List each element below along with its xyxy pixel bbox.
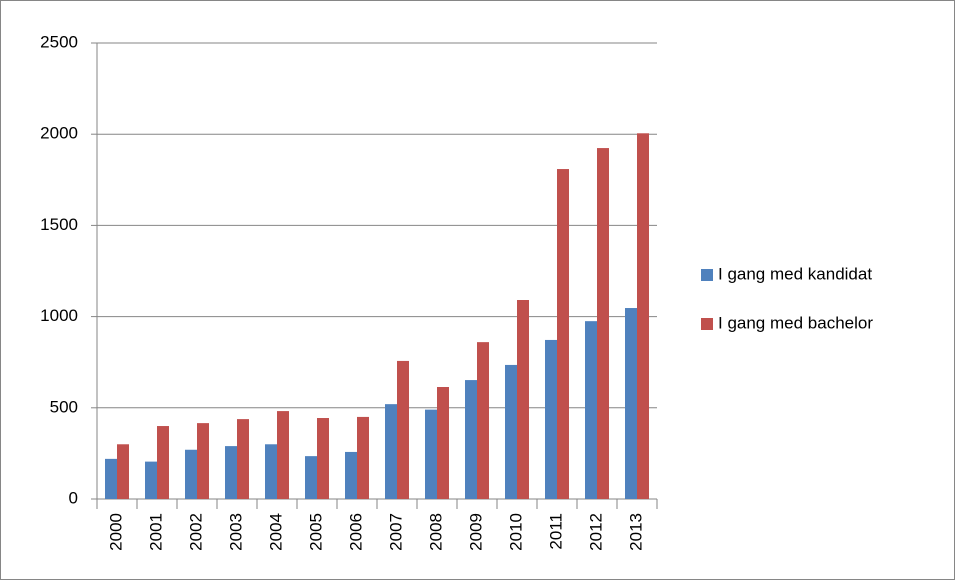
bar (105, 458, 117, 499)
bar (357, 416, 369, 499)
bar (437, 387, 449, 499)
bar (545, 339, 557, 499)
y-tick-label: 2500 (40, 32, 78, 51)
bar (385, 404, 397, 499)
x-tick-label: 2000 (106, 513, 125, 551)
x-tick-label: 2011 (546, 513, 565, 550)
x-tick-label: 2008 (426, 513, 445, 551)
bar (597, 148, 609, 500)
bar (477, 342, 489, 499)
x-tick-label: 2006 (346, 513, 365, 551)
bar (225, 446, 237, 499)
bar (517, 300, 529, 499)
bar (425, 409, 437, 499)
bar (185, 449, 197, 499)
x-tick-label: 2004 (266, 513, 285, 551)
bar (277, 411, 289, 499)
legend-label: I gang med kandidat (718, 264, 872, 283)
x-tick-label: 2009 (466, 513, 485, 551)
x-tick-label: 2001 (146, 513, 165, 551)
legend-label: I gang med bachelor (718, 313, 873, 332)
bar (197, 423, 209, 499)
bar (637, 133, 649, 499)
bar (305, 456, 317, 499)
bar (317, 418, 329, 499)
bar (345, 451, 357, 499)
x-tick-label: 2003 (226, 513, 245, 551)
y-tick-label: 0 (69, 488, 78, 507)
x-tick-label: 2002 (186, 513, 205, 551)
y-tick-label: 500 (50, 397, 78, 416)
bar (465, 380, 477, 499)
bar (145, 461, 157, 499)
bar (557, 169, 569, 500)
bar (505, 364, 517, 499)
bar (117, 444, 129, 499)
bar (237, 419, 249, 499)
y-tick-label: 2000 (40, 124, 78, 143)
x-tick-label: 2007 (386, 513, 405, 551)
bar (625, 308, 637, 499)
bar (397, 360, 409, 499)
x-tick-label: 2012 (586, 513, 605, 551)
y-tick-label: 1500 (40, 215, 78, 234)
legend-swatch (701, 318, 713, 330)
legend-swatch (701, 269, 713, 281)
x-tick-label: 2013 (626, 513, 645, 551)
x-tick-label: 2010 (506, 513, 525, 551)
bar (585, 321, 597, 499)
bar (157, 426, 169, 499)
y-tick-label: 1000 (40, 306, 78, 325)
x-tick-label: 2005 (306, 513, 325, 551)
bar (265, 444, 277, 499)
